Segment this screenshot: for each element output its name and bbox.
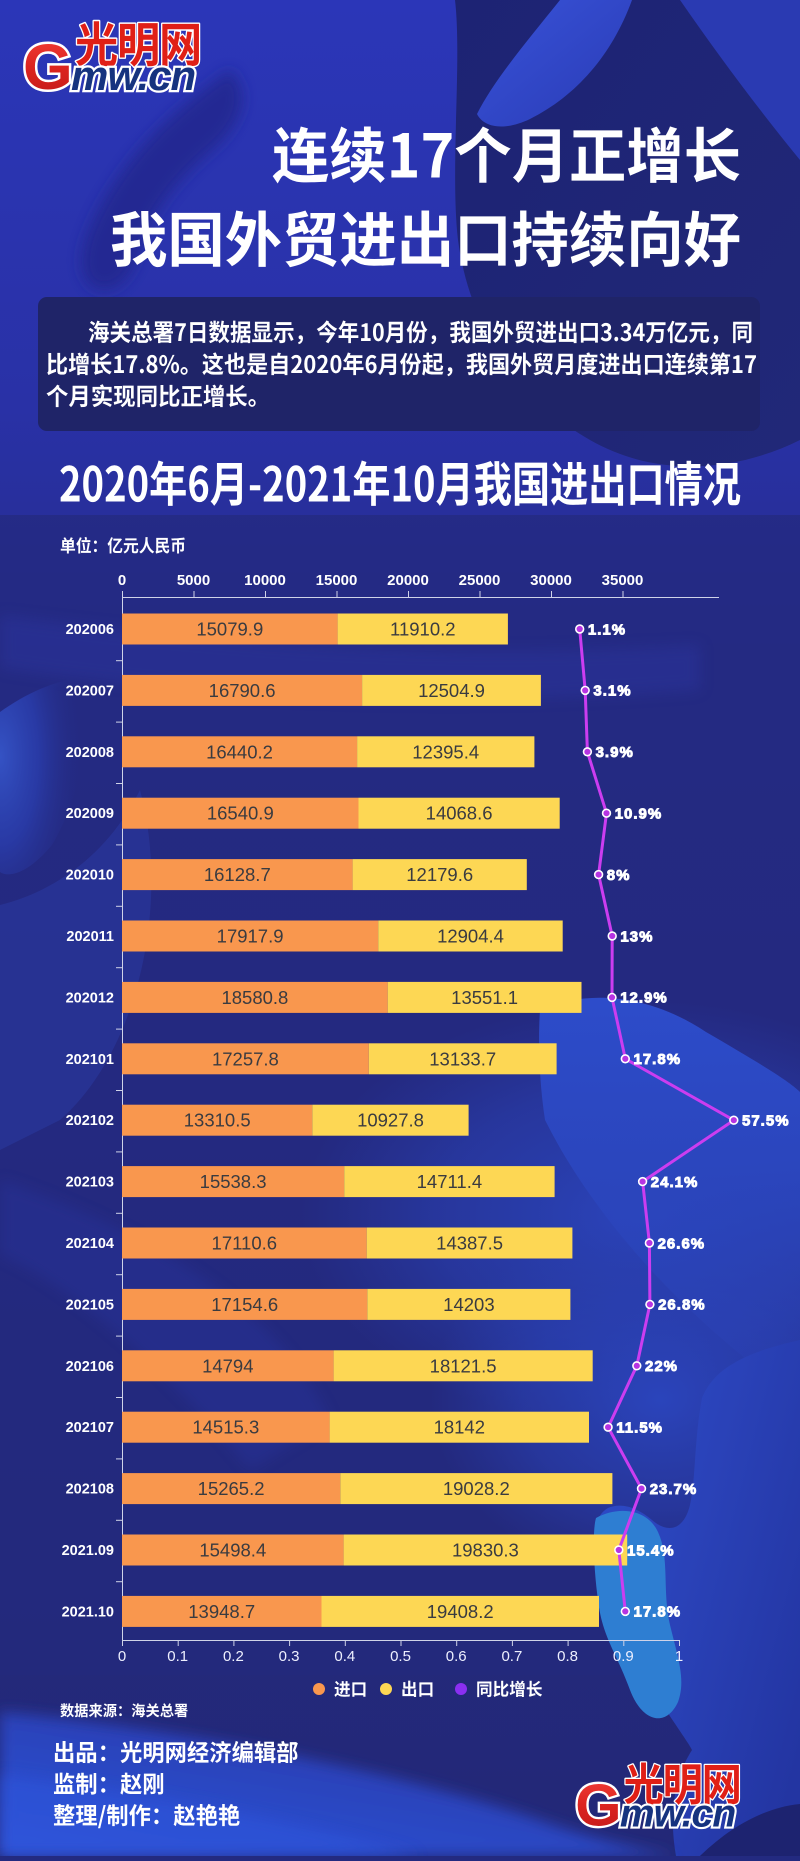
svg-text:202010: 202010 <box>66 868 114 884</box>
svg-text:24.1%: 24.1% <box>651 1174 699 1191</box>
svg-text:16440.2: 16440.2 <box>206 741 273 762</box>
svg-text:202104: 202104 <box>66 1236 114 1252</box>
svg-text:0.8: 0.8 <box>557 1648 578 1665</box>
svg-text:G: G <box>23 31 73 103</box>
svg-text:202105: 202105 <box>66 1297 114 1313</box>
svg-text:15.4%: 15.4% <box>627 1542 675 1559</box>
svg-text:12504.9: 12504.9 <box>418 680 485 701</box>
svg-text:15538.3: 15538.3 <box>200 1171 267 1192</box>
svg-text:17917.9: 17917.9 <box>217 926 284 947</box>
svg-text:13%: 13% <box>620 928 653 945</box>
svg-text:13310.5: 13310.5 <box>184 1110 251 1131</box>
svg-text:202011: 202011 <box>66 929 114 945</box>
svg-text:15265.2: 15265.2 <box>198 1478 265 1499</box>
svg-text:18580.8: 18580.8 <box>221 987 288 1008</box>
svg-text:18142: 18142 <box>434 1417 485 1438</box>
svg-text:0.9: 0.9 <box>613 1648 634 1665</box>
svg-text:202009: 202009 <box>66 806 114 822</box>
svg-text:12179.6: 12179.6 <box>406 864 473 885</box>
svg-text:202102: 202102 <box>66 1113 114 1129</box>
svg-text:0.5: 0.5 <box>390 1648 411 1665</box>
svg-text:17.8%: 17.8% <box>634 1604 682 1621</box>
svg-text:0.3: 0.3 <box>279 1648 300 1665</box>
svg-text:19408.2: 19408.2 <box>427 1601 494 1622</box>
svg-text:17.8%: 17.8% <box>634 1051 682 1068</box>
svg-text:15079.9: 15079.9 <box>196 619 263 640</box>
svg-text:0.6: 0.6 <box>446 1648 467 1665</box>
svg-text:57.5%: 57.5% <box>742 1113 790 1130</box>
svg-text:3.9%: 3.9% <box>596 744 634 761</box>
svg-text:18121.5: 18121.5 <box>430 1355 497 1376</box>
svg-text:mw.cn: mw.cn <box>620 1793 735 1836</box>
svg-text:15000: 15000 <box>316 572 358 589</box>
svg-text:1: 1 <box>675 1648 683 1665</box>
svg-text:14203: 14203 <box>443 1294 494 1315</box>
svg-text:0.2: 0.2 <box>223 1648 244 1665</box>
svg-text:10000: 10000 <box>244 572 286 589</box>
svg-text:14387.5: 14387.5 <box>436 1233 503 1254</box>
svg-text:202101: 202101 <box>66 1052 114 1068</box>
svg-text:17257.8: 17257.8 <box>212 1048 279 1069</box>
svg-text:22%: 22% <box>645 1358 678 1375</box>
svg-text:14794: 14794 <box>202 1355 253 1376</box>
svg-text:202007: 202007 <box>66 683 114 699</box>
svg-text:G: G <box>575 1772 621 1839</box>
svg-text:19830.3: 19830.3 <box>452 1540 519 1561</box>
svg-text:16790.6: 16790.6 <box>209 680 276 701</box>
svg-text:15498.4: 15498.4 <box>199 1540 266 1561</box>
svg-text:202006: 202006 <box>66 622 114 638</box>
svg-text:10.9%: 10.9% <box>615 806 663 823</box>
svg-text:20000: 20000 <box>387 572 429 589</box>
svg-text:25000: 25000 <box>459 572 501 589</box>
svg-text:5000: 5000 <box>177 572 210 589</box>
svg-text:mw.cn: mw.cn <box>71 52 195 99</box>
svg-text:26.6%: 26.6% <box>658 1235 706 1252</box>
svg-text:12.9%: 12.9% <box>620 990 668 1007</box>
svg-text:0: 0 <box>118 572 126 589</box>
svg-text:11.5%: 11.5% <box>616 1420 663 1437</box>
svg-text:2021.09: 2021.09 <box>62 1543 114 1559</box>
svg-text:14068.6: 14068.6 <box>426 803 493 824</box>
svg-text:202103: 202103 <box>66 1175 114 1191</box>
svg-text:10927.8: 10927.8 <box>357 1110 424 1131</box>
svg-text:13133.7: 13133.7 <box>429 1048 496 1069</box>
svg-text:8%: 8% <box>607 867 631 884</box>
svg-text:12904.4: 12904.4 <box>437 926 504 947</box>
svg-text:14711.4: 14711.4 <box>417 1171 483 1192</box>
svg-text:0.7: 0.7 <box>501 1648 522 1665</box>
svg-text:16128.7: 16128.7 <box>204 864 271 885</box>
svg-text:3.1%: 3.1% <box>593 683 631 700</box>
svg-text:35000: 35000 <box>602 572 644 589</box>
svg-text:17154.6: 17154.6 <box>211 1294 278 1315</box>
svg-text:13551.1: 13551.1 <box>451 987 518 1008</box>
svg-text:13948.7: 13948.7 <box>188 1601 255 1622</box>
svg-text:0: 0 <box>118 1648 126 1665</box>
svg-text:14515.3: 14515.3 <box>192 1417 259 1438</box>
svg-text:202106: 202106 <box>66 1359 114 1375</box>
svg-text:202012: 202012 <box>66 990 114 1006</box>
svg-text:30000: 30000 <box>530 572 572 589</box>
svg-text:202108: 202108 <box>66 1482 114 1498</box>
svg-text:23.7%: 23.7% <box>650 1481 698 1498</box>
svg-text:1.1%: 1.1% <box>588 621 626 638</box>
svg-text:202008: 202008 <box>66 745 114 761</box>
svg-text:2021.10: 2021.10 <box>62 1604 114 1620</box>
svg-text:26.8%: 26.8% <box>658 1297 706 1314</box>
svg-text:0.1: 0.1 <box>167 1648 188 1665</box>
svg-text:19028.2: 19028.2 <box>443 1478 510 1499</box>
svg-text:12395.4: 12395.4 <box>412 741 479 762</box>
svg-text:17110.6: 17110.6 <box>212 1233 278 1254</box>
svg-text:202107: 202107 <box>66 1420 114 1436</box>
svg-text:16540.9: 16540.9 <box>207 803 274 824</box>
svg-text:11910.2: 11910.2 <box>390 619 456 640</box>
svg-text:0.4: 0.4 <box>334 1648 355 1665</box>
